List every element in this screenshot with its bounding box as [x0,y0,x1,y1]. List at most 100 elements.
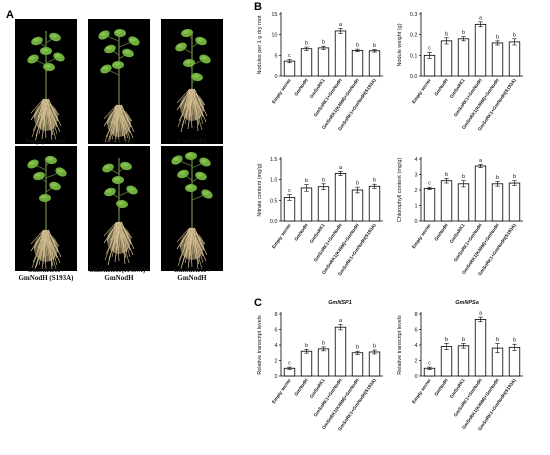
significance-letter: b [496,337,499,343]
significance-letter: b [462,174,465,180]
chart-nitrate: Nitrate content (mg/g) 0.0 0.5 1.0 1.5 c Empty… [257,157,383,277]
bar [440,346,453,377]
root-mass [176,88,208,133]
root-mass [103,221,135,266]
significance-letter: b [513,174,516,180]
significance-letter: b [356,43,359,49]
bar [457,38,470,77]
x-tick-label: Empty vector [411,223,432,250]
plant-photo-gmsnrk1 [88,19,150,144]
leaf-highlight [114,177,120,181]
significance-letter: c [428,46,431,52]
root-strand [103,221,117,237]
chart-title-gmnsp1: GmNSP1 [328,300,352,306]
significance-letter: c [288,361,291,367]
significance-letter: b [356,345,359,351]
y-tick-label: 3 [414,173,417,179]
y-tick-label: 4 [414,157,417,163]
x-tick-label: GmSnRK1 [309,377,326,399]
root-strand [176,227,190,243]
root-cluster [107,109,131,137]
leaf-highlight [201,56,207,60]
root-mass [176,227,208,270]
significance-letter: b [513,32,516,38]
plant-illustration [27,31,65,143]
x-tick-label: GmSnRK1 [449,77,466,99]
bar [508,182,521,222]
significance-letter: c [428,361,431,367]
leaf-highlight [51,34,57,38]
x-tick-label: Empty vector [271,378,292,405]
leaf-highlight [187,185,193,189]
leaf-highlight [203,191,209,195]
bar [491,183,504,222]
x-tick-label: GmNodH [293,222,309,242]
leaf-highlight [100,32,106,36]
leaf-highlight [122,163,128,167]
leaf-highlight [128,187,134,191]
leaf-highlight [130,38,136,42]
significance-letter: b [445,337,448,343]
significance-letter: b [462,30,465,36]
bar [351,352,364,377]
x-tick-label: GmSnRK1 [449,377,466,399]
x-tick-label: Empty vector [411,378,432,405]
plant-photo-gmsnrk1-gmnodh [161,146,223,271]
leaf-highlight [114,62,120,66]
leaf-highlight [42,48,48,52]
x-tick-label: Empty vector [411,78,432,105]
root-cluster [180,232,204,260]
photo-caption: GmSnRK1+ GmNodH (S193A) [18,266,74,282]
root-mass [30,98,62,143]
photo-caption: GmNodH [177,137,207,145]
x-tick-label: GmNodH [433,77,449,97]
leaf-highlight [33,38,39,42]
y-tick-label: 10 [271,33,277,39]
leaf-highlight [124,50,130,54]
significance-letter: b [445,172,448,178]
significance-letter: c [288,188,291,194]
significance-letter: b [462,337,465,343]
y-tick-label: 8 [274,312,277,318]
significance-letter: b [445,31,448,37]
plant-illustration [175,28,211,133]
root-strand [176,88,190,104]
y-tick-label: 2 [414,359,417,365]
y-tick-label: 1.0 [270,178,278,184]
significance-letter: b [322,40,325,46]
y-tick-label: 15 [271,12,277,18]
y-tick-label: 2 [274,359,277,365]
x-tick-label: GmNodH [293,377,309,397]
chart-chlorophyll: Chlorophyll content (mg/g) 0 1 2 3 4 c Empty ve… [397,157,523,277]
y-tick-label: 8 [414,312,417,318]
bar [283,197,296,222]
y-axis-label: Nitrate content (mg/g) [257,163,263,216]
y-tick-label: 4 [414,343,417,349]
bar [368,351,381,377]
root-mass [103,104,135,143]
bar [368,50,381,77]
bar [334,173,347,222]
plant-photo-gmsnrk1-k49m-gmnodh [88,146,150,271]
significance-letter: b [305,343,308,349]
panel-label-a: A [6,9,14,21]
bar [368,185,381,222]
x-tick-label: Empty vector [271,78,292,105]
bar [317,186,330,222]
bar [334,30,347,77]
root-cluster [107,226,131,254]
significance-letter: a [479,311,483,317]
y-tick-label: 1 [414,204,417,210]
y-tick-label: 6 [274,328,277,334]
y-tick-label: 0 [414,374,417,380]
y-tick-label: 0.5 [270,198,278,204]
bar [351,189,364,222]
significance-letter: a [339,22,343,28]
bar [440,180,453,222]
y-tick-label: 4 [274,343,277,349]
significance-letter: c [288,53,291,59]
y-tick-label: 0.0 [270,219,278,225]
photo-caption: GmSnRK1 [102,137,136,145]
y-axis-label: Relative transcript levels [257,315,263,375]
significance-letter: b [513,338,516,344]
